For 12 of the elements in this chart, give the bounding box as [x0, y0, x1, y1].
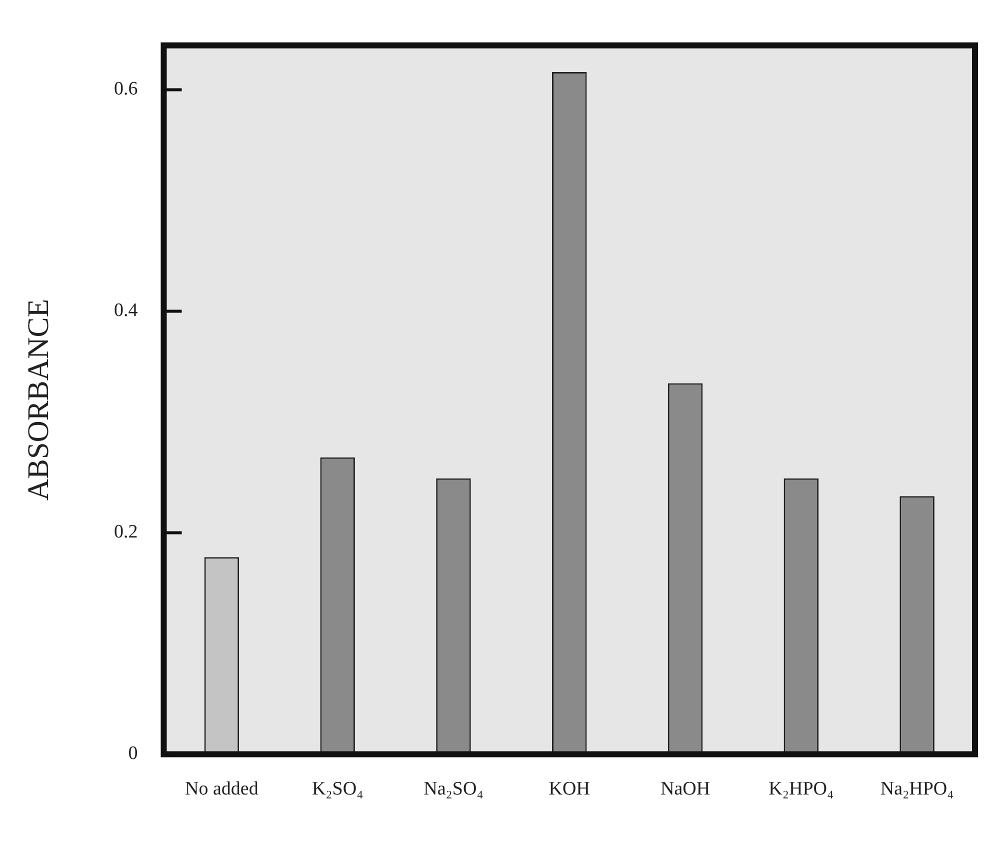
y-tick-label: 0.6	[114, 78, 138, 100]
x-tick-label: NaOH	[660, 778, 710, 800]
x-tick-label: No added	[185, 778, 259, 800]
y-tick-label: 0	[128, 743, 138, 764]
y-tick-label: 0.4	[114, 300, 138, 322]
x-tick-label: Na₂HPO₄	[880, 778, 954, 800]
x-tick-label: K₂HPO₄	[768, 778, 834, 800]
y-tick-label: 0.2	[114, 522, 138, 543]
x-tick-label: KOH	[548, 778, 590, 800]
x-tick-label: K₂SO₄	[312, 778, 364, 800]
y-axis-title: ABSORBANCE	[22, 298, 55, 501]
x-tick-label: Na₂SO₄	[424, 778, 484, 800]
